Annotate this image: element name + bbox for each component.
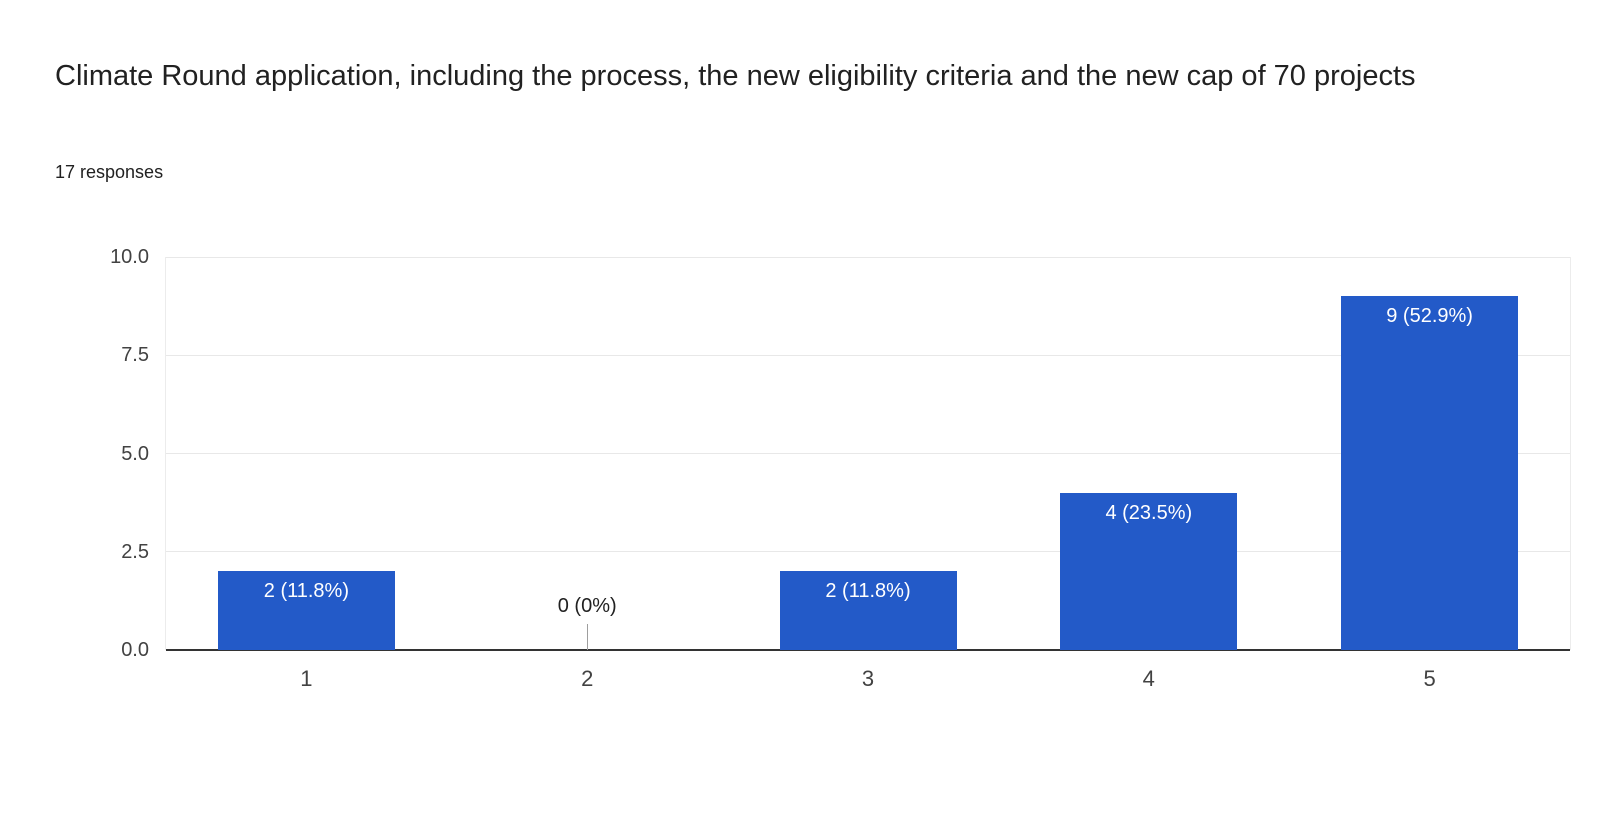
- x-axis-baseline: [166, 649, 1570, 651]
- y-axis-tick-label: 2.5: [121, 540, 149, 563]
- y-axis-tick-label: 7.5: [121, 344, 149, 367]
- bar-category-1[interactable]: 2 (11.8%): [217, 571, 395, 650]
- bar-category-3[interactable]: 2 (11.8%): [779, 571, 957, 650]
- bar-category-5[interactable]: 9 (52.9%): [1341, 296, 1519, 650]
- gridline-y-7.5: [166, 354, 1570, 356]
- zero-bar-value-label: 0 (0%): [557, 595, 617, 617]
- x-axis-tick-label-2: 2: [581, 666, 594, 691]
- bar-value-label: 4 (23.5%): [1105, 501, 1193, 524]
- gridline-y-10.0: [166, 256, 1570, 258]
- bar-value-label: 2 (11.8%): [263, 580, 349, 603]
- y-axis-tick-label: 0.0: [121, 639, 149, 661]
- bar-category-4[interactable]: 4 (23.5%): [1060, 492, 1238, 650]
- question-title: Climate Round application, including the…: [55, 60, 1416, 92]
- x-axis-tick-label-5: 5: [1423, 666, 1436, 691]
- x-axis-tick-label-1: 1: [300, 666, 313, 691]
- y-axis-tick-label: 5.0: [121, 442, 149, 465]
- gridline-y-5.0: [166, 453, 1570, 454]
- bar-value-label: 9 (52.9%): [1386, 305, 1473, 328]
- y-axis-tick-label: 10.0: [110, 246, 149, 268]
- x-axis-tick-label-4: 4: [1142, 666, 1155, 691]
- zero-bar-stub: [586, 624, 588, 650]
- chart-plot-area: 0.0 2.5 5.0 7.5 10.0 2 (11.8%) 1 0 (0%) 2 2 (11.8…: [110, 247, 1571, 690]
- bar-value-label: 2 (11.8%): [825, 580, 911, 603]
- gridline-y-2.5: [166, 551, 1570, 553]
- responses-count: 17 responses: [55, 162, 164, 182]
- x-axis-tick-label-3: 3: [861, 666, 875, 691]
